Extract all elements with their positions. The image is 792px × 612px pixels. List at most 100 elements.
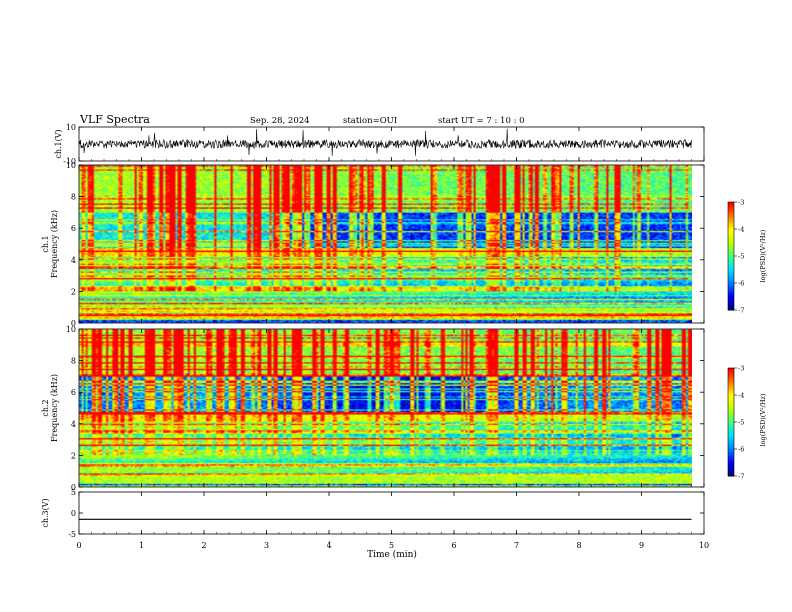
colorbar-swatch [728,389,734,392]
colorbar-swatch [728,427,734,430]
colorbar-swatch [728,304,734,307]
colorbar-swatch [728,257,734,261]
date-label: Sep. 28, 2024 [250,116,310,126]
colorbar-swatch [728,308,734,311]
colorbar-tick-label: -7 [738,307,744,315]
ch3-waveform-y-tick-label: -5 [68,530,76,539]
colorbar-swatch [728,380,734,383]
colorbar-swatch [728,393,734,396]
colorbar-swatch [728,438,734,441]
colorbar-swatch [728,463,734,466]
colorbar-swatch [728,443,734,446]
ch2-spectrogram-y-tick-label: 2 [71,451,76,460]
colorbar-swatch [728,277,734,280]
colorbar-swatch [728,209,734,212]
ch2-spectrogram-ylabel-1: ch.2 [41,399,50,416]
colorbar-swatch [728,220,734,223]
colorbar-swatch [728,268,734,271]
colorbar-swatch [728,223,734,226]
ch2-spectrogram-ylabel-2: Frequency (kHz) [50,374,59,442]
ch1-spectrogram-y-tick-label: 8 [71,193,76,202]
colorbar-swatch [728,445,734,448]
colorbar-swatch [728,238,734,241]
ch1-colorbar: log(PSD)(V²/Hz) -3 -4 -5 -6 -7 [727,199,767,315]
ch3-waveform-ylabel: ch.3(V) [41,498,50,527]
colorbar-swatch [728,441,734,445]
colorbar-swatch [728,283,734,286]
colorbar-swatch [728,230,734,234]
ch3-waveform-y-tick-label: 0 [71,509,76,518]
colorbar-swatch [728,459,734,463]
ch1-spectrogram-y-tick-label: 10 [66,161,76,170]
colorbar-swatch [728,423,734,427]
x-tick-label: 10 [699,541,709,550]
colorbar-swatch [728,449,734,452]
colorbar-swatch [728,384,734,387]
colorbar-swatch [728,400,734,403]
colorbar-swatch [728,382,734,385]
x-axis-label: Time (min) [367,549,417,560]
colorbar-swatch [728,290,734,293]
colorbar-swatch [728,214,734,217]
colorbar-swatch [728,468,734,472]
colorbar-swatch [728,461,734,464]
colorbar-swatch [728,405,734,409]
colorbar-swatch [728,239,734,243]
colorbar-tick-label: -3 [738,199,744,207]
station-label: station=OUI [343,116,397,126]
ch3-waveform-panel: ch.3(V) [41,491,705,535]
ch2-spectrogram-y-tick-label: 10 [66,325,76,334]
ch2-spectrogram-y-tick-label: 0 [71,483,76,492]
colorbar-swatch [728,247,734,250]
x-tick-label: 9 [639,541,644,550]
ch2-colorbar-label: log(PSD)(V²/Hz) [759,393,767,446]
colorbar-swatch [728,229,734,232]
ch2-colorbar: log(PSD)(V²/Hz) -3 -4 -5 -6 -7 [727,365,767,481]
ch1-waveform-ylabel: ch.1(V) [54,129,63,158]
colorbar-swatch [728,398,734,401]
x-tick-label: 6 [451,541,456,550]
ch3-waveform-y-tick-label: 5 [71,488,76,497]
colorbar-swatch [728,456,734,459]
colorbar-swatch [728,465,734,468]
ch1-waveform-y-tick-label: 10 [66,123,76,132]
colorbar-swatch [728,245,734,248]
colorbar-swatch [728,203,734,207]
ch1-spectrogram-y-tick-label: 0 [71,319,76,328]
colorbar-swatch [728,472,734,475]
colorbar-swatch [728,418,734,421]
colorbar-swatch [728,386,734,389]
colorbar-swatch [728,241,734,244]
ch2-spectrogram-y-tick-label: 6 [71,388,76,397]
colorbar-swatch [728,414,734,418]
colorbar-swatch [728,373,734,376]
colorbar-swatch [728,265,734,268]
colorbar-swatch [728,243,734,246]
colorbar-swatch [728,227,734,230]
x-tick-label: 8 [576,541,581,550]
colorbar-swatch [728,236,734,239]
colorbar-swatch [728,409,734,412]
colorbar-swatch [728,377,734,380]
ch1-spectrogram-image [79,165,692,323]
colorbar-tick-label: -7 [738,473,744,481]
colorbar-swatch [728,211,734,214]
colorbar-tick-label: -4 [738,226,744,234]
colorbar-tick-label: -3 [738,365,744,373]
colorbar-swatch [728,375,734,378]
x-tick-label: 2 [201,541,206,550]
colorbar-swatch [728,272,734,275]
colorbar-swatch [728,454,734,457]
ch2-spectrogram-y-tick-label: 4 [71,420,76,429]
colorbar-swatch [728,436,734,439]
colorbar-swatch [728,216,734,219]
colorbar-swatch [728,205,734,208]
figure-title: VLF Spectra [79,113,150,126]
colorbar-swatch [728,299,734,302]
colorbar-swatch [728,292,734,295]
ch1-waveform-line [78,128,692,156]
colorbar-swatch [728,254,734,257]
ch2-spectrogram-y-tick-label: 8 [71,357,76,366]
